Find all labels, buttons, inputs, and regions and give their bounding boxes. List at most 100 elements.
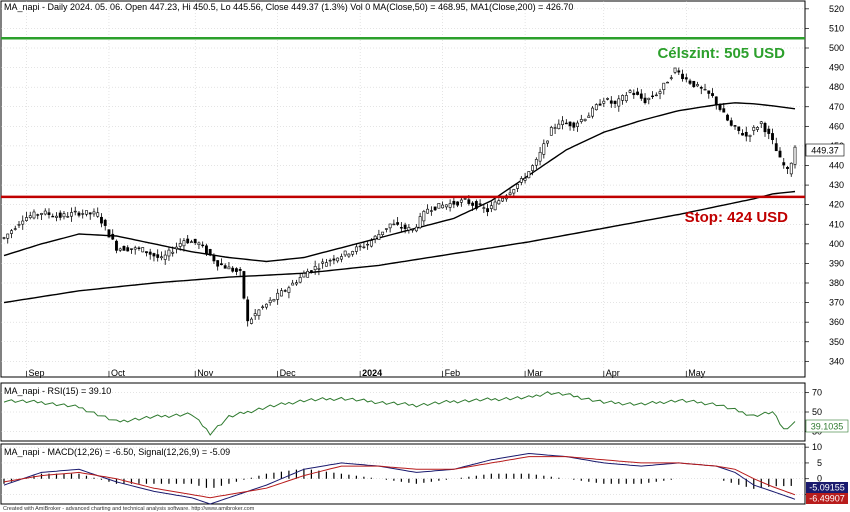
candle-body (152, 253, 156, 257)
candle-body (568, 121, 572, 127)
candle-body (268, 299, 272, 303)
candle-body (707, 90, 711, 94)
candle-body (384, 228, 388, 230)
candle-body (771, 133, 774, 141)
candle-body (759, 121, 763, 124)
price-y-tick-label: 390 (829, 258, 844, 268)
candle-body (441, 204, 445, 209)
month-label: Nov (197, 368, 214, 378)
candle-body (662, 82, 666, 91)
candle-body (302, 273, 306, 278)
candle-body (261, 306, 265, 309)
ma50-path (3, 102, 796, 263)
candle-body (448, 203, 452, 208)
candle-body (703, 88, 707, 91)
candle-body (688, 80, 692, 84)
candle-body (557, 123, 561, 130)
candle-body (92, 211, 96, 215)
candle-body (6, 233, 10, 239)
candle-body (714, 96, 718, 105)
candle-body (696, 84, 699, 87)
candle-body (658, 91, 662, 94)
candle-body (73, 210, 77, 213)
candle-body (628, 90, 632, 93)
candle-body (474, 201, 478, 209)
candle-body (444, 204, 448, 208)
candle-body (767, 128, 771, 134)
candle-body (733, 125, 737, 127)
candle-body (752, 127, 756, 131)
ma200-path (3, 190, 796, 304)
candle-body (122, 246, 126, 251)
candle-body (624, 95, 628, 102)
chart-header: MA_napi - Daily 2024. 05. 06. Open 447.2… (4, 2, 573, 12)
candle-body (643, 97, 647, 104)
candle-body (789, 162, 793, 175)
candlesticks (2, 67, 797, 327)
last-price-label: 449.37 (811, 146, 839, 156)
candle-body (279, 290, 283, 297)
candle-body (77, 212, 81, 216)
candle-body (459, 199, 463, 203)
candle-body (681, 73, 684, 80)
candle-body (527, 171, 531, 179)
time-x-axis: Sep Oct Nov Dec 2024 Feb Mar Apr May (26, 368, 706, 378)
candle-body (763, 123, 767, 133)
candle-body (137, 247, 141, 249)
candle-body (774, 143, 778, 152)
candle-body (354, 246, 358, 252)
candle-body (175, 246, 178, 250)
candle-body (609, 100, 613, 104)
candle-body (358, 245, 362, 248)
candle-body (28, 215, 32, 218)
candle-body (294, 282, 298, 285)
candle-body (437, 203, 441, 209)
candle-body (591, 107, 594, 117)
candle-body (587, 115, 591, 118)
candle-body (744, 131, 748, 137)
month-label: Dec (280, 368, 297, 378)
candle-body (51, 215, 55, 218)
candle-body (729, 120, 733, 126)
macd-y-tick-label: 10 (812, 442, 822, 452)
candle-body (253, 313, 257, 317)
candle-body (411, 229, 415, 231)
candle-body (351, 251, 355, 255)
candle-body (651, 95, 654, 98)
month-label: Apr (606, 368, 620, 378)
candle-body (388, 223, 392, 229)
candle-body (339, 256, 343, 260)
candle-body (478, 203, 482, 205)
candle-body (583, 118, 587, 121)
candle-body (264, 303, 268, 308)
candle-body (298, 277, 302, 283)
candle-body (782, 162, 786, 166)
price-y-axis: 3403503603703803904004104204304404504604… (805, 4, 844, 366)
candle-body (167, 249, 171, 257)
rsi-last-value: 39.1035 (811, 422, 844, 432)
candle-body (482, 207, 486, 209)
candle-body (100, 216, 103, 224)
candle-body (321, 261, 325, 264)
candle-body (542, 143, 546, 155)
candle-body (433, 206, 437, 211)
candle-body (96, 212, 100, 217)
ma50-line (3, 102, 796, 263)
candle-body (486, 208, 490, 213)
price-y-tick-label: 440 (829, 161, 844, 171)
candle-body (467, 199, 471, 204)
candle-body (55, 215, 58, 218)
candle-body (276, 292, 280, 300)
ma200-line (3, 190, 796, 304)
candle-body (639, 93, 643, 99)
macd-y-tick-label: 0 (817, 474, 822, 484)
candle-body (392, 223, 396, 226)
candle-body (737, 126, 741, 131)
candle-body (130, 248, 133, 250)
candle-body (145, 251, 148, 254)
macd-title: MA_napi - MACD(12,26) = -6.50, Signal(12… (4, 447, 230, 457)
candle-body (718, 104, 722, 110)
price-y-tick-label: 360 (829, 317, 844, 327)
candle-body (501, 197, 505, 202)
